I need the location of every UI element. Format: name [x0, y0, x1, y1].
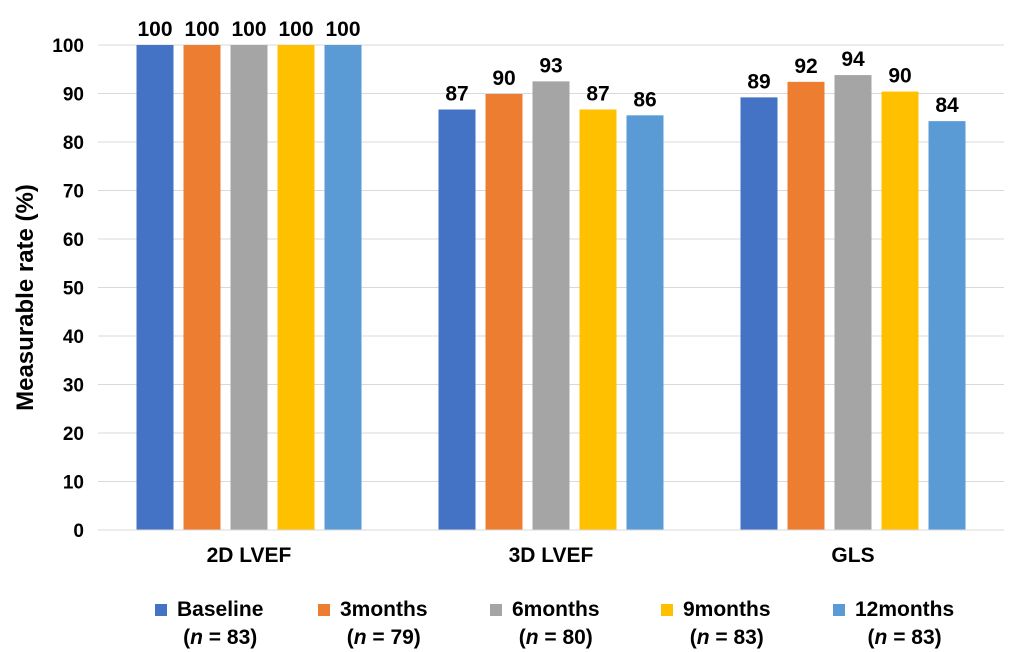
x-axis-ticks: 2D LVEF 3D LVEF GLS: [207, 544, 875, 567]
y-tick-label: 20: [63, 424, 84, 445]
legend-series-name: 6months: [512, 598, 600, 621]
legend-text: 9months (n = 83): [683, 596, 771, 652]
y-tick-label: 50: [63, 279, 84, 300]
y-tick-label: 80: [63, 133, 84, 154]
bar-value-label: 87: [586, 83, 609, 106]
y-tick-label: 40: [63, 327, 84, 348]
y-tick-label: 90: [63, 85, 84, 106]
y-axis-ticks: 0 10 20 30 40 50 60 70 80 90 100: [52, 36, 84, 542]
legend-swatch: [661, 604, 673, 616]
bar-value-label: 100: [231, 18, 266, 41]
y-tick-label: 60: [63, 230, 84, 251]
legend-item: 6months (n = 80): [490, 596, 600, 652]
y-tick-label: 0: [73, 521, 84, 542]
x-tick-label: GLS: [831, 544, 874, 567]
bar: [485, 93, 523, 531]
legend-sample-size: (n = 79): [346, 626, 421, 649]
bar: [626, 115, 664, 530]
bar: [928, 121, 966, 531]
y-tick-label: 10: [63, 473, 84, 494]
legend-series-name: 3months: [340, 598, 428, 621]
bar-value-label: 90: [492, 67, 515, 90]
legend-text: 6months (n = 80): [512, 596, 600, 652]
y-tick-label: 100: [52, 36, 84, 57]
bar: [881, 91, 919, 530]
legend-swatch: [833, 604, 845, 616]
bar-value-label: 100: [137, 18, 172, 41]
legend-swatch: [490, 604, 502, 616]
bar: [532, 81, 570, 530]
bar: [438, 109, 476, 530]
bar: [579, 109, 617, 530]
legend-sample-size: (n = 80): [518, 626, 593, 649]
legend-series-name: Baseline: [177, 598, 264, 621]
x-tick-label: 3D LVEF: [509, 544, 594, 567]
legend-text: 3months (n = 79): [340, 596, 428, 652]
y-tick-label: 70: [63, 182, 84, 203]
x-tick-label: 2D LVEF: [207, 544, 292, 567]
bar-value-label: 100: [325, 18, 360, 41]
bar-value-label: 92: [794, 55, 817, 78]
legend-text: 12months (n = 83): [855, 596, 954, 652]
bar-value-label: 87: [445, 83, 468, 106]
legend-text: Baseline (n = 83): [177, 596, 263, 652]
bar: [136, 45, 174, 530]
bar-value-label: 100: [184, 18, 219, 41]
bar: [834, 75, 872, 530]
bar-value-label: 94: [841, 48, 865, 71]
data-labels: 100 100 100 100 100 87 90 93 87 86 89 92 94 90 84: [137, 18, 959, 117]
bar: [277, 45, 315, 530]
bar-value-label: 93: [539, 54, 562, 77]
legend-sample-size: (n = 83): [183, 626, 258, 649]
bar-value-label: 100: [278, 18, 313, 41]
bar: [230, 45, 268, 530]
legend-sample-size: (n = 83): [867, 626, 942, 649]
y-tick-label: 30: [63, 376, 84, 397]
legend-item: 12months (n = 83): [833, 596, 954, 652]
legend-swatch: [155, 604, 167, 616]
legend-series-name: 12months: [855, 598, 955, 621]
legend-item: 3months (n = 79): [318, 596, 428, 652]
legend-swatch: [318, 604, 330, 616]
bar: [787, 81, 825, 531]
bar: [324, 45, 362, 530]
legend-item: Baseline (n = 83): [155, 596, 263, 652]
legend: Baseline (n = 83) 3months (n = 79) 6months (n…: [0, 596, 1014, 652]
legend-sample-size: (n = 83): [689, 626, 764, 649]
bar-chart: 0 10 20 30 40 50 60 70 80 90 100 100 100 100 100 100 87…: [12, 18, 1004, 567]
bars: [136, 45, 966, 531]
bar-value-label: 86: [633, 88, 656, 111]
bar: [740, 97, 778, 530]
legend-series-name: 9months: [683, 598, 771, 621]
y-axis-label: Measurable rate (%): [12, 184, 39, 411]
bar-value-label: 90: [888, 65, 911, 88]
bar: [183, 45, 221, 530]
legend-item: 9months (n = 83): [661, 596, 771, 652]
bar-value-label: 84: [935, 94, 959, 117]
bar-value-label: 89: [747, 70, 770, 93]
